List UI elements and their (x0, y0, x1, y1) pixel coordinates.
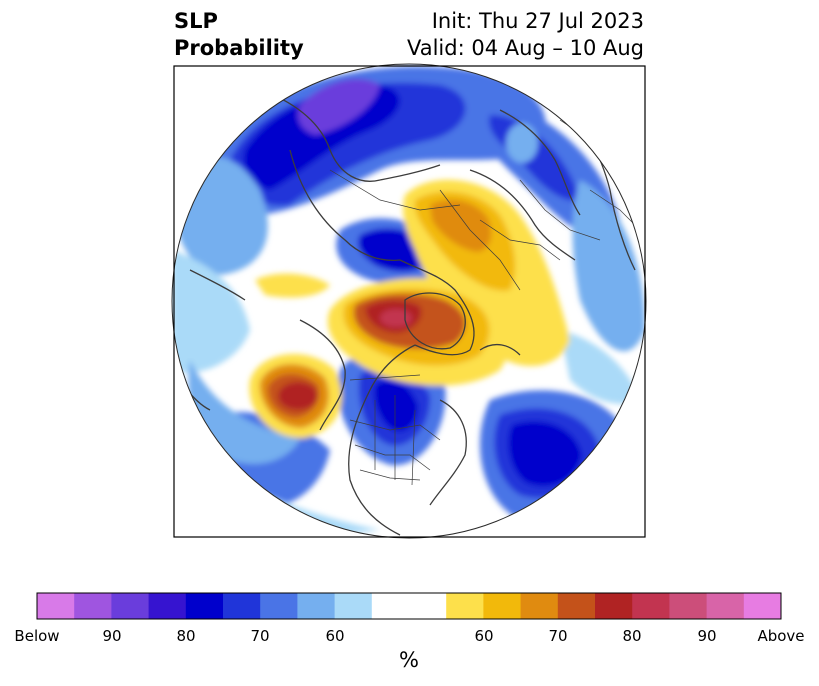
colorbar-tick-below-80: 80 (176, 627, 196, 645)
colorbar-tick-above-80: 80 (622, 627, 642, 645)
colorbar-unit-label: % (399, 648, 419, 672)
colorbar-below-swatch-4 (185, 593, 224, 619)
colorbar-below-swatch-8 (334, 593, 373, 619)
colorbar-above-swatch-3 (557, 593, 596, 619)
init-date: Init: Thu 27 Jul 2023 (431, 9, 644, 33)
region-pacific-high (249, 353, 342, 439)
colorbar-below-swatch-2 (111, 593, 149, 619)
title-variable-line1: SLP (174, 9, 218, 33)
colorbar-tick-above-90: 90 (697, 627, 717, 645)
plot-subtitle: Init: Thu 27 Jul 2023 Valid: 04 Aug – 10… (407, 8, 644, 62)
region-siberia-low (215, 66, 547, 216)
map-frame (173, 65, 646, 538)
colorbar-above-swatch-1 (483, 593, 521, 619)
colorbar-tick-above-70: 70 (548, 627, 568, 645)
colorbar-above-swatch-2 (520, 593, 559, 619)
colorbar-tick-above-60: 60 (474, 627, 494, 645)
colorbar-tick-above: Above (757, 627, 805, 645)
colorbar-tick-below: Below (14, 627, 60, 645)
map-boundary-circle (171, 63, 647, 539)
colorbar-below-swatch-1 (74, 593, 112, 619)
colorbar-above-swatch-4 (595, 593, 633, 619)
colorbar-below-swatch-5 (223, 593, 261, 619)
colorbar-above-swatch-7 (706, 593, 745, 619)
colorbar (37, 593, 782, 619)
colorbar-neutral-swatch (371, 593, 447, 619)
region-east-edge-blue (560, 180, 645, 404)
title-variable-line2: Probability (174, 36, 304, 60)
region-arctic-high (403, 179, 570, 367)
colorbar-below-swatch-6 (260, 593, 298, 619)
colorbar-above-swatch-6 (669, 593, 707, 619)
colorbar-below-swatch-3 (148, 593, 187, 619)
colorbar-frame (36, 592, 782, 620)
probability-field (172, 64, 646, 538)
colorbar-below-swatch-7 (297, 593, 335, 619)
colorbar-above-swatch-5 (632, 593, 670, 619)
colorbar-tick-below-70: 70 (250, 627, 270, 645)
plot-title: SLP Probability (174, 8, 304, 62)
colorbar-above-swatch-8 (743, 593, 782, 619)
colorbar-above-swatch-0 (446, 593, 484, 619)
colorbar-below-swatch-0 (37, 593, 75, 619)
colorbar-tick-below-60: 60 (325, 627, 345, 645)
colorbar-tick-below-90: 90 (102, 627, 122, 645)
valid-range: Valid: 04 Aug – 10 Aug (406, 36, 644, 60)
